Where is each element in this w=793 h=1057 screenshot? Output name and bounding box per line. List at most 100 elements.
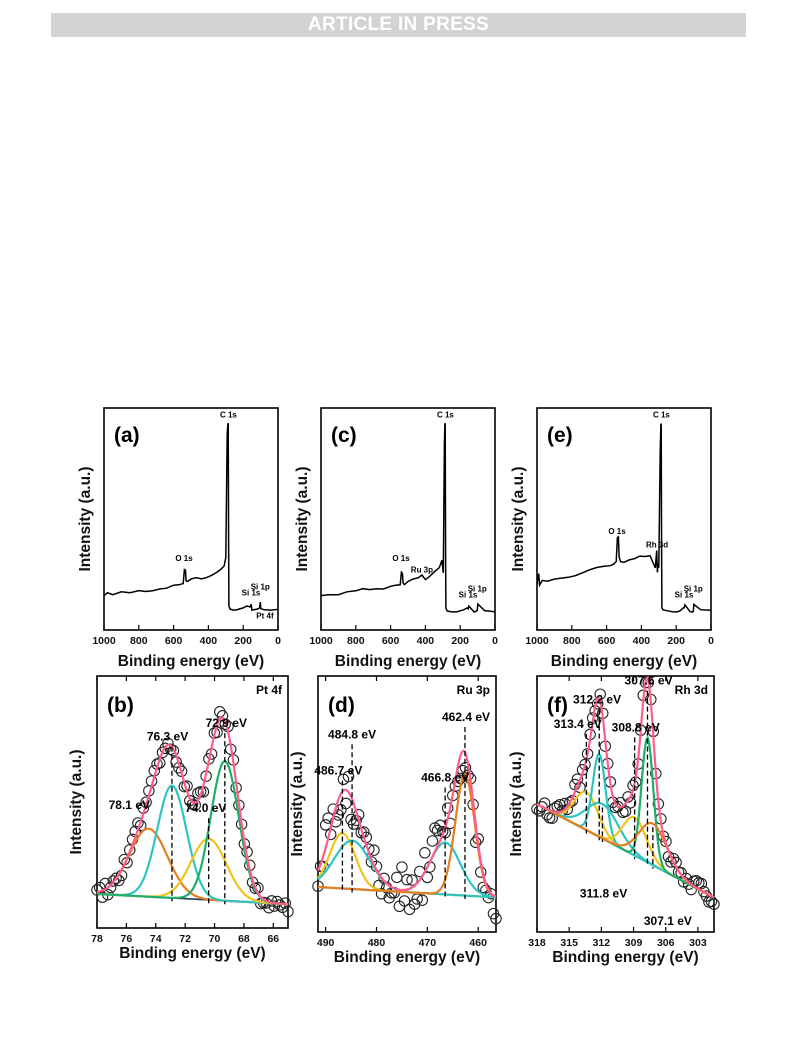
x-tick-label: 800: [130, 635, 148, 647]
x-tick-label: 309: [625, 937, 643, 949]
peak-energy-label: 484.8 eV: [328, 727, 376, 741]
peak-annotation: C 1s: [437, 410, 454, 419]
peak-energy-label: 307.1 eV: [644, 914, 692, 928]
x-tick-label: 490: [317, 937, 335, 949]
peak-energy-label: 308.8 eV: [612, 720, 660, 734]
survey-spectrum-line: [103, 422, 279, 611]
x-tick-label: 306: [657, 937, 675, 949]
data-point: [330, 816, 342, 828]
peak-energy-label: 74.0 eV: [185, 801, 226, 815]
peak-energy-label: 312.2 eV: [573, 693, 621, 707]
y-axis-label: Intensity (a.u.): [510, 466, 527, 571]
data-point: [282, 905, 294, 918]
fit-envelope-line: [96, 716, 289, 906]
data-point: [490, 912, 502, 925]
article-in-press-banner: ARTICLE IN PRESS: [51, 13, 746, 37]
y-axis-label: Intensity (a.u.): [294, 466, 311, 571]
data-point: [319, 819, 332, 831]
peak-energy-label: 78.1 eV: [109, 798, 150, 812]
x-axis-label: Binding energy (eV): [118, 653, 264, 670]
x-tick-label: 400: [633, 635, 651, 647]
x-tick-label: 318: [528, 937, 546, 949]
x-tick-label: 600: [598, 635, 616, 647]
peak-energy-label: 311.8 eV: [580, 886, 627, 900]
data-point: [96, 891, 109, 903]
plot-frame: [103, 407, 279, 631]
data-point: [216, 710, 229, 722]
peak-annotation: Si 1s: [675, 590, 694, 599]
x-tick-label: 600: [165, 635, 183, 647]
x-tick-label: 312: [593, 937, 611, 949]
x-tick-label: 74: [150, 933, 162, 945]
data-point: [110, 872, 122, 885]
data-point: [416, 894, 429, 906]
data-point: [619, 805, 632, 818]
x-axis-label: Binding energy (eV): [334, 949, 480, 966]
survey-spectrum-line: [536, 423, 712, 613]
core-level-label: Pt 4f: [256, 683, 283, 697]
x-tick-label: 400: [200, 635, 218, 647]
x-tick-label: 800: [563, 635, 581, 647]
core-level-label: Rh 3d: [675, 683, 708, 697]
panel-a-survey-spectrum: 1000 800 600 400 200 0 Binding energy (eV) Inte…: [77, 407, 281, 670]
data-point: [107, 875, 120, 887]
panel-c-survey-spectrum: 1000 800 600 400 200 0 Binding energy (eV) Inte…: [294, 407, 498, 670]
data-point: [485, 887, 497, 900]
raw-data-points: [312, 762, 502, 925]
data-point: [104, 881, 117, 894]
panel-label: (d): [328, 694, 355, 717]
peak-annotation: C 1s: [653, 410, 670, 419]
x-tick-label: 0: [275, 635, 281, 647]
data-point: [167, 744, 180, 757]
x-tick-label: 460: [469, 937, 487, 949]
data-point: [340, 797, 352, 810]
data-point: [391, 871, 403, 884]
peak-energy-label: 307.6 eV: [625, 674, 673, 688]
peak-energy-label: 462.4 eV: [442, 710, 490, 724]
panel-label: (b): [107, 694, 134, 717]
data-point: [426, 835, 439, 847]
peak-energy-label: 466.8 eV: [421, 771, 469, 785]
peak-annotation: Si 1p: [251, 583, 270, 592]
x-tick-label: 470: [419, 937, 437, 949]
data-point: [431, 824, 444, 837]
x-axis-label: Binding energy (eV): [551, 653, 697, 670]
x-axis-label: Binding energy (eV): [335, 653, 481, 670]
peak-annotation: Ru 3p: [411, 565, 433, 574]
data-point: [419, 847, 431, 859]
data-point: [441, 802, 454, 814]
y-axis-label: Intensity (a.u.): [508, 751, 525, 856]
x-axis-label: Binding energy (eV): [552, 949, 698, 966]
x-tick-label: 0: [492, 635, 498, 647]
peak-annotation: Rh 3d: [646, 541, 668, 550]
panel-label: (a): [114, 424, 140, 447]
survey-spectrum-line: [320, 422, 496, 613]
data-point: [579, 758, 591, 771]
data-point: [708, 898, 720, 910]
peak-annotation: Pt 4f: [256, 611, 274, 620]
plot-frame: [317, 675, 497, 933]
x-tick-label: 78: [91, 933, 103, 945]
y-axis-label: Intensity (a.u.): [77, 466, 94, 571]
data-point: [162, 737, 174, 750]
peak-energy-label: 72.9 eV: [206, 716, 247, 730]
x-tick-label: 200: [234, 635, 252, 647]
fit-envelope-line: [316, 749, 497, 898]
x-tick-label: 0: [708, 635, 714, 647]
peak-annotation: Si 1p: [684, 585, 703, 594]
data-point: [695, 877, 708, 890]
x-tick-label: 70: [209, 933, 221, 945]
data-point: [396, 861, 408, 873]
data-point: [398, 895, 411, 907]
x-tick-label: 1000: [309, 635, 333, 647]
x-tick-label: 1000: [92, 635, 116, 647]
x-tick-label: 600: [382, 635, 400, 647]
x-tick-label: 72: [179, 933, 191, 945]
peak-annotation: C 1s: [220, 410, 237, 419]
plot-frame: [536, 407, 712, 631]
panel-label: (c): [331, 424, 357, 447]
data-point: [561, 803, 574, 816]
